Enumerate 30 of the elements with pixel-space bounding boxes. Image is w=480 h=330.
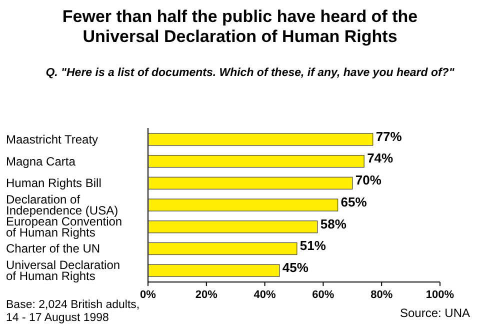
data-label: 70% — [355, 172, 382, 188]
y-tick-label: Charter of the UN — [6, 242, 100, 256]
data-label: 45% — [282, 260, 309, 275]
x-tick-label: 60% — [312, 289, 334, 301]
y-tick-label: Maastricht Treaty — [6, 132, 98, 146]
text: Base: 2,024 British adults, 14 - 17 August 1998 — [6, 299, 140, 324]
data-label: 74% — [367, 150, 394, 166]
data-label: 77% — [376, 128, 402, 144]
x-tick-label: 20% — [195, 289, 218, 301]
bar — [148, 154, 364, 168]
x-tick-label: 40% — [254, 289, 276, 301]
x-tick-label: 80% — [370, 289, 393, 301]
bar — [148, 220, 318, 234]
bar — [148, 242, 298, 256]
x-tick-label: 0% — [140, 289, 156, 301]
bar — [148, 133, 374, 146]
bar — [148, 264, 280, 277]
data-label: 51% — [300, 238, 326, 254]
x-tick-label: 100% — [426, 289, 454, 301]
bar — [148, 198, 338, 212]
source-note: Source: UNA — [400, 306, 470, 320]
y-tick-label: Human Rights Bill — [6, 176, 102, 190]
y-tick-label: Magna Carta — [6, 154, 76, 168]
bar — [148, 176, 353, 190]
data-label: 65% — [340, 194, 368, 210]
data-label: 58% — [320, 216, 347, 232]
chart-subtitle: Q. "Here is a list of documents. Which of these, if any, have you heard of?" — [46, 67, 455, 79]
chart-title: Fewer than half the public have heard of the Universal Declaration of Human Rights — [62, 7, 418, 46]
y-tick-label: Declaration of Independence (USA) — [6, 192, 118, 218]
y-tick-label: Universal Declaration of Human Rights — [6, 258, 120, 284]
